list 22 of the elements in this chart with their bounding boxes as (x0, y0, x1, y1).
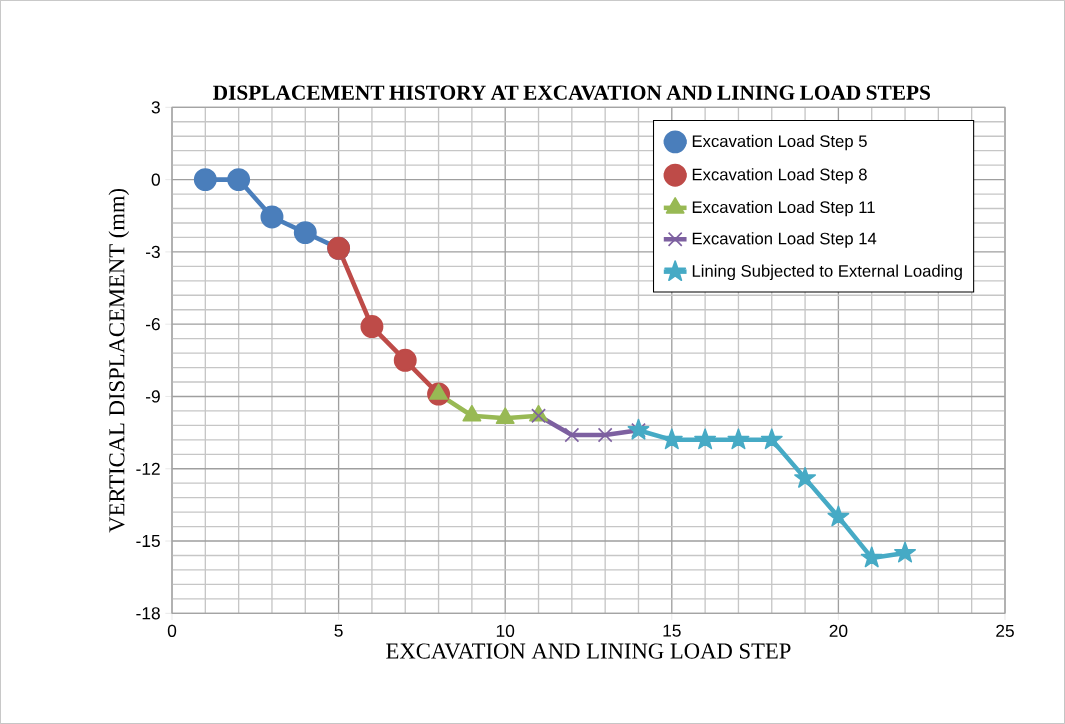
x-tick-label: 20 (829, 624, 848, 637)
y-tick-label: -18 (136, 607, 160, 620)
x-tick-label: 0 (167, 624, 177, 637)
legend-label: Excavation Load Step 14 (692, 232, 877, 248)
x-tick-label: 15 (663, 624, 681, 637)
y-tick-label: 0 (151, 173, 160, 186)
legend-label: Excavation Load Step 5 (692, 134, 867, 151)
y-tick-label: -9 (145, 390, 160, 403)
y-tick-label: -3 (145, 245, 160, 259)
x-tick-label: 25 (996, 624, 1014, 637)
chart-title: DISPLACEMENT HISTORY AT EXCAVATION AND LINING LOAD STEPS (213, 85, 930, 100)
legend-label: Excavation Load Step 11 (692, 200, 875, 217)
legend-label: Lining Subjected to External Loading (692, 264, 962, 281)
legend-label: Excavation Load Step 8 (692, 168, 867, 184)
y-tick-label: -12 (136, 462, 160, 475)
y-tick-label: -6 (145, 318, 160, 331)
x-tick-label: 5 (334, 624, 343, 637)
y-tick-label: -15 (136, 534, 160, 548)
y-tick-label: 3 (151, 101, 160, 114)
x-axis-title: EXCAVATION AND LINING LOAD STEP (386, 643, 791, 659)
x-tick-label: 10 (496, 624, 515, 637)
y-axis-title: VERTICAL DISPLACEMENT (mm) (108, 188, 130, 533)
